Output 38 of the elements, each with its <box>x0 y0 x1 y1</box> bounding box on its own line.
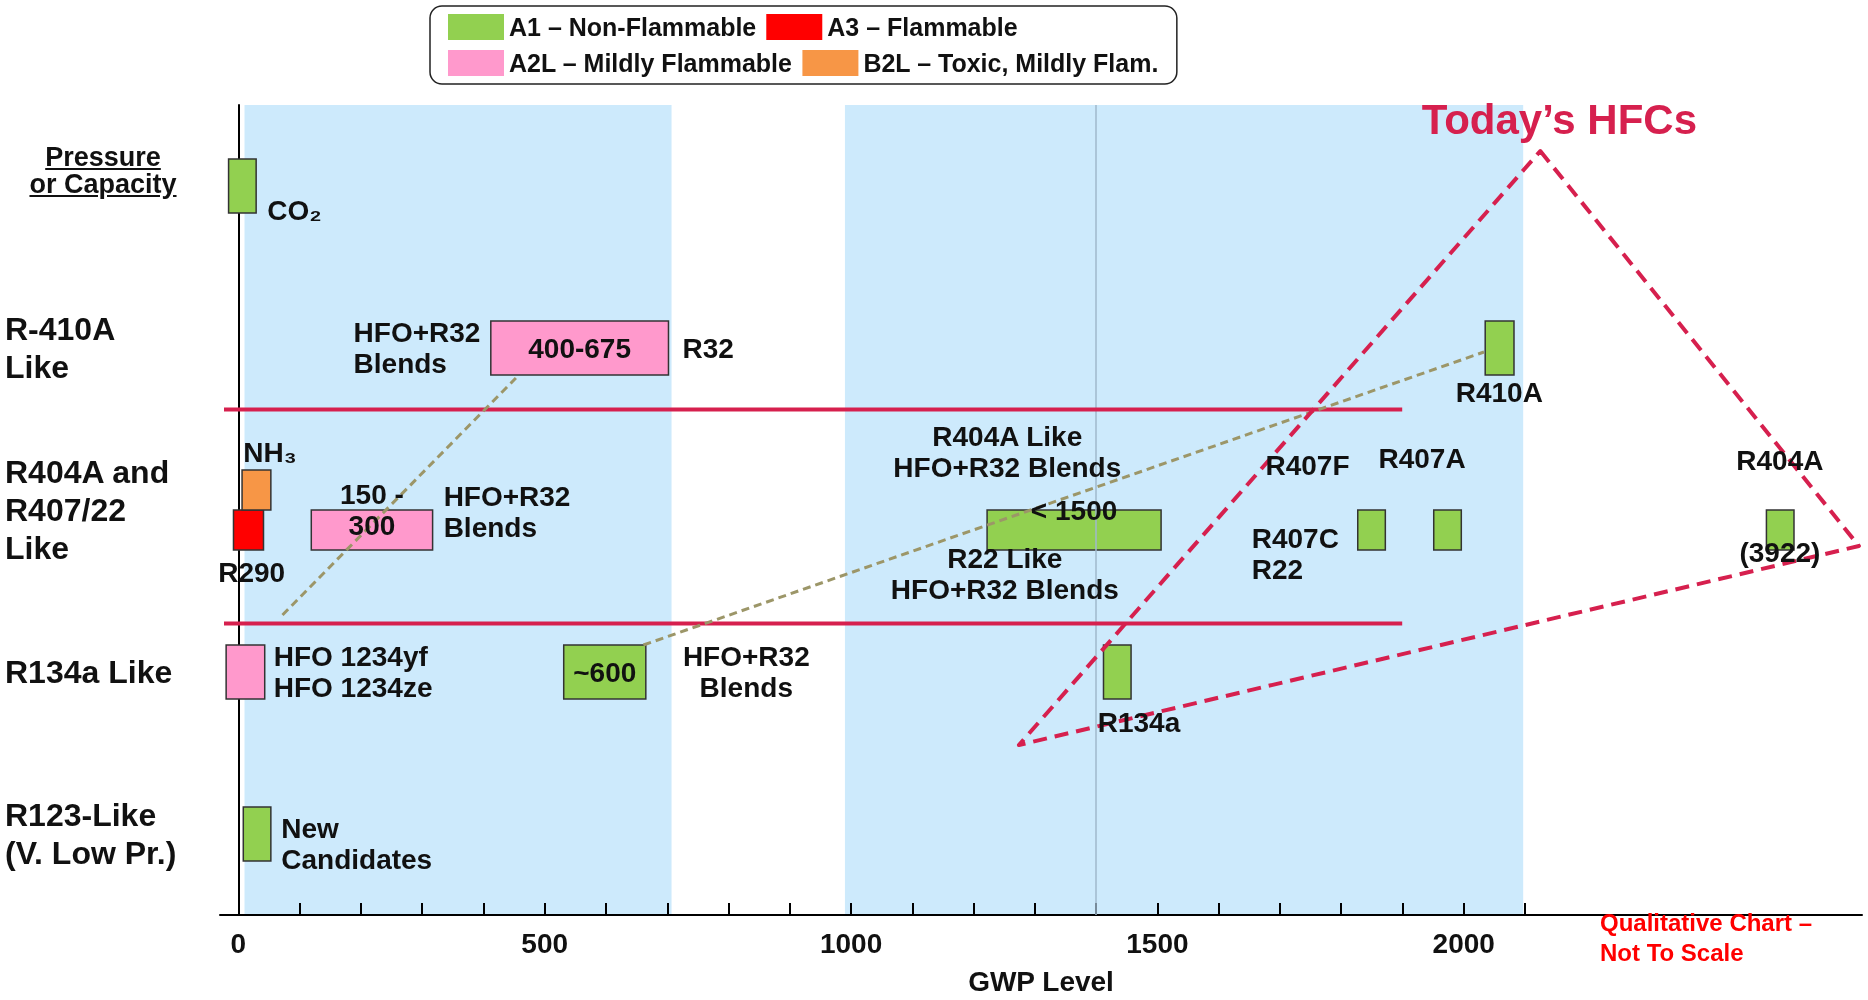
annotation: R407A <box>1378 442 1466 474</box>
annotation: New Candidates <box>281 813 433 875</box>
y-tick-label: R134a Like <box>5 654 173 690</box>
annotation: 400-675 <box>528 332 632 364</box>
annotation: R404A <box>1736 444 1824 476</box>
annotation: 150 - 300 <box>340 479 404 541</box>
x-tick-label: 0 <box>230 927 247 959</box>
annotation: R32 <box>682 332 734 364</box>
legend-label: A3 – Flammable <box>827 13 1018 41</box>
y-axis-title: Pressure or Capacity <box>28 142 178 199</box>
x-tick-label: 2000 <box>1432 927 1495 959</box>
x-axis-title: GWP Level <box>968 965 1114 997</box>
legend-label: A2L – Mildly Flammable <box>509 49 793 77</box>
y-tick-label: R123-Like (V. Low Pr.) <box>5 797 177 871</box>
annotation: HFO+R32 Blends <box>443 481 571 543</box>
annotation: HFO 1234yf HFO 1234ze <box>273 641 433 703</box>
annotation: HFO+R32 Blends <box>893 452 1122 483</box>
annotation: Today’s HFCs <box>1421 96 1698 143</box>
text: HFO+R32 Blends <box>682 641 810 703</box>
x-tick-label: 1500 <box>1126 927 1189 959</box>
annotation: R134a <box>1097 706 1181 738</box>
annotation: R410A <box>1455 376 1543 408</box>
annotation: ~600 <box>573 656 637 688</box>
annotation: (3922) <box>1739 536 1821 568</box>
y-tick-label: R-410A Like <box>5 311 123 385</box>
annotation: NH₃ <box>243 436 297 468</box>
annotation: R407F <box>1265 449 1350 481</box>
annotation: R407C R22 <box>1251 523 1339 585</box>
legend-label: A1 – Non-Flammable <box>509 13 757 41</box>
annotation: CO₂ <box>267 194 322 226</box>
annotation: R22 Like HFO+R32 Blends <box>890 543 1119 605</box>
x-tick-label: 1000 <box>819 927 883 959</box>
x-tick-label: 500 <box>521 927 569 959</box>
text: R404A Like <box>932 421 1083 452</box>
annotation: Qualitative Chart – Not To Scale <box>1600 908 1813 968</box>
legend-label: B2L – Toxic, Mildly Flam. <box>863 49 1159 77</box>
y-tick-label: R404A and R407/22 Like <box>5 454 179 566</box>
annotation: HFO+R32 Blends <box>353 317 481 379</box>
